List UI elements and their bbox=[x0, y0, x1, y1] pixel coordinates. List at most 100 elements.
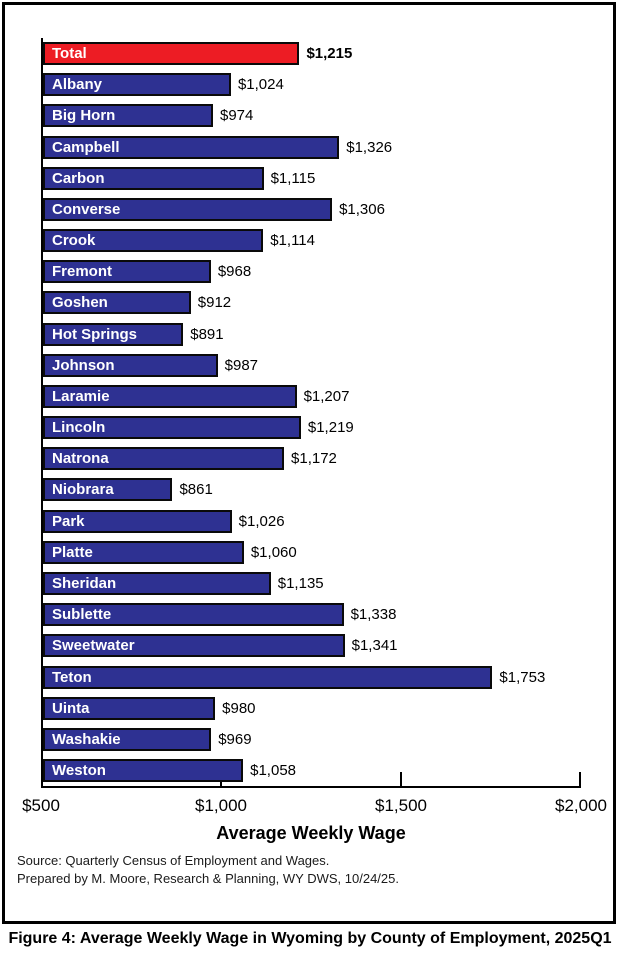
bar-category-label: Natrona bbox=[52, 450, 109, 468]
county-bar: Albany bbox=[43, 73, 231, 97]
bar-category-label: Converse bbox=[52, 200, 121, 218]
axis-tick bbox=[579, 772, 581, 786]
source-note: Source: Quarterly Census of Employment a… bbox=[17, 852, 597, 888]
bar-category-label: Washakie bbox=[52, 730, 121, 748]
county-bar: Niobrara bbox=[43, 478, 173, 502]
bar-category-label: Sweetwater bbox=[52, 637, 135, 655]
bar-category-label: Weston bbox=[52, 762, 106, 780]
county-bar: Big Horn bbox=[43, 104, 213, 128]
county-bar: Teton bbox=[43, 665, 493, 689]
county-bar: Laramie bbox=[43, 384, 297, 408]
county-bar: Crook bbox=[43, 229, 264, 253]
bar-value-label: $987 bbox=[224, 356, 259, 374]
bar-value-label: $1,219 bbox=[307, 419, 354, 437]
bar-value-label: $912 bbox=[197, 294, 232, 312]
bar-value-label: $974 bbox=[220, 107, 254, 125]
bar-category-label: Carbon bbox=[52, 169, 105, 187]
bar-row: Sweetwater $1,341 bbox=[43, 630, 581, 661]
bar-category-label: Sublette bbox=[52, 606, 112, 624]
bar-value-label: $1,341 bbox=[351, 637, 398, 655]
county-bar: Uinta bbox=[43, 696, 216, 720]
bar-category-label: Crook bbox=[52, 232, 96, 250]
bar-row: Washakie $969 bbox=[43, 724, 581, 755]
bar-value-label: $1,306 bbox=[339, 200, 385, 218]
county-bar: Converse bbox=[43, 197, 333, 221]
bar-category-label: Platte bbox=[52, 543, 93, 561]
bar-category-label: Johnson bbox=[52, 356, 115, 374]
bar-value-label: $1,207 bbox=[303, 387, 350, 405]
chart-frame: Total $1,215 Albany $1,024 Big Horn $974 Campb… bbox=[2, 2, 616, 924]
bar-row: Niobrara $861 bbox=[43, 474, 581, 505]
bar-category-label: Laramie bbox=[52, 387, 110, 405]
county-bar: Platte bbox=[43, 540, 244, 564]
bar-value-label: $861 bbox=[179, 481, 213, 499]
plot-area: Total $1,215 Albany $1,024 Big Horn $974 Campb… bbox=[41, 38, 581, 788]
county-bar: Goshen bbox=[43, 291, 191, 315]
bar-row: Park $1,026 bbox=[43, 506, 581, 537]
bar-row: Teton $1,753 bbox=[43, 661, 581, 692]
bar-category-label: Fremont bbox=[52, 263, 112, 281]
bar-row: Crook $1,114 bbox=[43, 225, 581, 256]
bar-value-label: $1,024 bbox=[237, 76, 284, 94]
bar-category-label: Lincoln bbox=[52, 419, 106, 437]
bar-value-label: $1,060 bbox=[250, 543, 297, 561]
county-bar: Washakie bbox=[43, 727, 212, 751]
county-bar: Sublette bbox=[43, 603, 344, 627]
county-bar: Park bbox=[43, 509, 232, 533]
county-bar: Weston bbox=[43, 759, 244, 783]
bar-row: Hot Springs $891 bbox=[43, 319, 581, 350]
x-tick-label: $1,500 bbox=[375, 796, 427, 815]
x-tick-label: $500 bbox=[22, 796, 60, 815]
bar-row: Uinta $980 bbox=[43, 693, 581, 724]
county-bar: Natrona bbox=[43, 447, 285, 471]
bar-category-label: Uinta bbox=[52, 699, 90, 717]
county-bar: Campbell bbox=[43, 135, 340, 159]
bar-row: Total $1,215 bbox=[43, 38, 581, 69]
county-bar: Carbon bbox=[43, 166, 264, 190]
x-axis-title: Average Weekly Wage bbox=[216, 823, 406, 843]
bar-category-label: Big Horn bbox=[52, 107, 116, 125]
source-line-1: Source: Quarterly Census of Employment a… bbox=[17, 853, 330, 868]
county-bar: Johnson bbox=[43, 353, 218, 377]
bar-category-label: Hot Springs bbox=[52, 325, 137, 343]
bar-row: Campbell $1,326 bbox=[43, 132, 581, 163]
bar-rows: Total $1,215 Albany $1,024 Big Horn $974 Campb… bbox=[43, 38, 581, 786]
bar-value-label: $1,114 bbox=[270, 232, 315, 250]
bar-value-label: $1,326 bbox=[346, 138, 393, 156]
bar-value-label: $969 bbox=[218, 730, 252, 748]
bar-value-label: $1,753 bbox=[499, 668, 546, 686]
bar-category-label: Park bbox=[52, 512, 85, 530]
bar-category-label: Niobrara bbox=[52, 481, 114, 499]
bar-row: Converse $1,306 bbox=[43, 194, 581, 225]
figure-caption: Figure 4: Average Weekly Wage in Wyoming… bbox=[8, 930, 612, 947]
bar-row: Weston $1,058 bbox=[43, 755, 581, 786]
bar-row: Lincoln $1,219 bbox=[43, 412, 581, 443]
bar-value-label: $1,172 bbox=[291, 450, 337, 468]
bar-row: Carbon $1,115 bbox=[43, 163, 581, 194]
bar-row: Laramie $1,207 bbox=[43, 381, 581, 412]
axis-tick bbox=[399, 772, 402, 786]
bar-value-label: $1,215 bbox=[306, 45, 353, 63]
bar-category-label: Goshen bbox=[52, 294, 108, 312]
bar-row: Natrona $1,172 bbox=[43, 443, 581, 474]
bar-value-label: $1,115 bbox=[270, 169, 316, 187]
bar-row: Johnson $987 bbox=[43, 350, 581, 381]
county-bar: Sweetwater bbox=[43, 634, 345, 658]
total-bar: Total bbox=[43, 42, 300, 66]
bar-value-label: $968 bbox=[217, 263, 252, 281]
x-axis-tick-labels: $500 $1,000 $1,500 $2,000 bbox=[22, 796, 607, 818]
bar-value-label: $1,026 bbox=[238, 512, 285, 530]
county-bar: Lincoln bbox=[43, 416, 301, 440]
bar-category-label: Total bbox=[52, 45, 87, 63]
bar-row: Sublette $1,338 bbox=[43, 599, 581, 630]
bar-value-label: $891 bbox=[190, 325, 224, 343]
county-bar: Hot Springs bbox=[43, 322, 184, 346]
county-bar: Fremont bbox=[43, 260, 211, 284]
bar-category-label: Teton bbox=[52, 668, 92, 686]
bar-value-label: $980 bbox=[222, 699, 256, 717]
bar-value-label: $1,135 bbox=[277, 575, 324, 592]
x-tick-label: $1,000 bbox=[195, 796, 247, 815]
source-line-2: Prepared by M. Moore, Research & Plannin… bbox=[17, 871, 399, 887]
bar-row: Big Horn $974 bbox=[43, 100, 581, 131]
